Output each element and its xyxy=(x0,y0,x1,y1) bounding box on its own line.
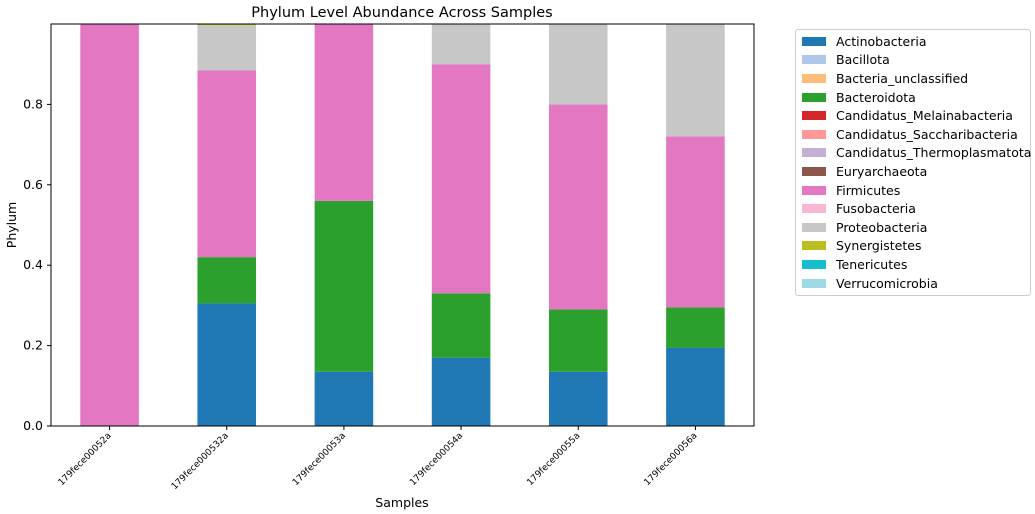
bar-segment-firmicutes-5 xyxy=(666,136,725,308)
legend-swatch xyxy=(802,73,826,83)
x-tick-label: 179fece000532a xyxy=(170,431,231,492)
bar-segment-firmicutes-1 xyxy=(197,70,257,258)
x-axis: 179fece00052a 179fece000532a 179fece00053a… xyxy=(57,426,700,492)
bar-segment-firmicutes-3 xyxy=(431,64,491,294)
bar-segment-bacteroidota-2 xyxy=(314,200,374,372)
legend-swatch xyxy=(802,92,826,102)
bar-segment-actinobacteria-1 xyxy=(197,303,257,426)
x-tick-label: 179fece00055a xyxy=(525,431,582,488)
legend-item: Fusobacteria xyxy=(796,199,1030,218)
legend-swatch xyxy=(802,241,826,251)
legend-item: Bacteria_unclassified xyxy=(796,69,1030,88)
legend-label: Euryarchaeota xyxy=(836,163,928,179)
legend-item: Synergistetes xyxy=(796,237,1030,256)
bar-segment-bacteroidota-4 xyxy=(548,309,608,372)
chart-title: Phylum Level Abundance Across Samples xyxy=(251,5,552,21)
x-axis-label: Samples xyxy=(375,495,428,510)
legend-label: Fusobacteria xyxy=(836,201,916,217)
legend-label: Bacteria_unclassified xyxy=(836,70,969,86)
y-tick-label: 0.2 xyxy=(23,338,43,353)
y-tick-label: 0.0 xyxy=(23,418,43,433)
legend-label: Firmicutes xyxy=(836,182,901,198)
legend-swatch xyxy=(802,222,826,232)
legend-label: Candidatus_Saccharibacteria xyxy=(836,126,1018,142)
legend-item: Bacillota xyxy=(796,51,1030,70)
y-axis: 0.0 0.2 0.4 0.6 0.8 xyxy=(23,96,51,433)
legend-item: Candidatus_Saccharibacteria xyxy=(796,125,1030,144)
legend-swatch xyxy=(802,129,826,139)
bar-segment-synergistetes-1 xyxy=(197,24,257,26)
legend-label: Proteobacteria xyxy=(836,219,928,235)
bar-segment-actinobacteria-4 xyxy=(548,371,608,426)
legend-item: Firmicutes xyxy=(796,181,1030,200)
bar-segment-proteobacteria-3 xyxy=(431,24,491,65)
legend-swatch xyxy=(802,259,826,269)
legend-swatch xyxy=(802,278,826,288)
legend-item: Candidatus_Melainabacteria xyxy=(796,106,1030,125)
legend-item: Candidatus_Thermoplasmatota xyxy=(796,144,1032,163)
y-axis-label: Phylum xyxy=(4,202,19,248)
bar-segment-firmicutes-0 xyxy=(80,24,139,426)
legend-label: Candidatus_Melainabacteria xyxy=(836,108,1013,124)
legend-swatch xyxy=(802,148,826,158)
legend-swatch xyxy=(802,55,826,65)
legend-item: Bacteroidota xyxy=(796,88,1030,107)
bar-segment-bacteroidota-3 xyxy=(431,293,491,358)
legend-label: Synergistetes xyxy=(836,238,922,254)
legend-swatch xyxy=(802,111,826,121)
legend-label: Bacteroidota xyxy=(836,89,916,105)
x-tick-label: 179fece00054a xyxy=(408,431,465,488)
legend-label: Bacillota xyxy=(836,52,890,68)
y-tick-label: 0.8 xyxy=(23,96,43,111)
bar-segment-actinobacteria-2 xyxy=(314,371,374,426)
bar-segment-firmicutes-4 xyxy=(548,104,608,310)
legend-item: Verrucomicrobia xyxy=(796,274,1030,293)
bar-segment-proteobacteria-1 xyxy=(197,25,257,71)
bar-segment-bacteroidota-1 xyxy=(197,257,257,304)
bars-layer xyxy=(80,24,725,426)
y-tick-label: 0.4 xyxy=(23,257,43,272)
plot-frame xyxy=(50,23,755,427)
legend-item: Actinobacteria xyxy=(796,32,1030,51)
chart-legend: Actinobacteria Bacillota Bacteria_unclassi… xyxy=(795,29,1032,297)
legend-swatch xyxy=(802,204,826,214)
legend-label: Actinobacteria xyxy=(836,33,927,49)
x-tick-label: 179fece00056a xyxy=(643,431,700,488)
legend-item: Tenericutes xyxy=(796,255,1030,274)
legend-label: Candidatus_Thermoplasmatota xyxy=(836,145,1032,161)
bar-segment-actinobacteria-3 xyxy=(431,357,491,426)
x-tick-label: 179fece00052a xyxy=(57,431,114,488)
legend-item: Euryarchaeota xyxy=(796,162,1030,181)
legend-swatch xyxy=(802,185,826,195)
bar-segment-bacteroidota-5 xyxy=(666,307,725,348)
bar-segment-firmicutes-2 xyxy=(314,24,374,201)
legend-label: Tenericutes xyxy=(836,256,908,272)
legend-swatch xyxy=(802,36,826,46)
legend-swatch xyxy=(802,166,826,176)
bar-segment-proteobacteria-5 xyxy=(666,24,725,137)
bar-segment-actinobacteria-5 xyxy=(666,347,725,426)
y-tick-label: 0.6 xyxy=(23,177,43,192)
legend-label: Verrucomicrobia xyxy=(836,275,938,291)
x-tick-label: 179fece00053a xyxy=(291,431,348,488)
legend-item: Proteobacteria xyxy=(796,218,1030,237)
bar-segment-proteobacteria-4 xyxy=(548,24,608,105)
